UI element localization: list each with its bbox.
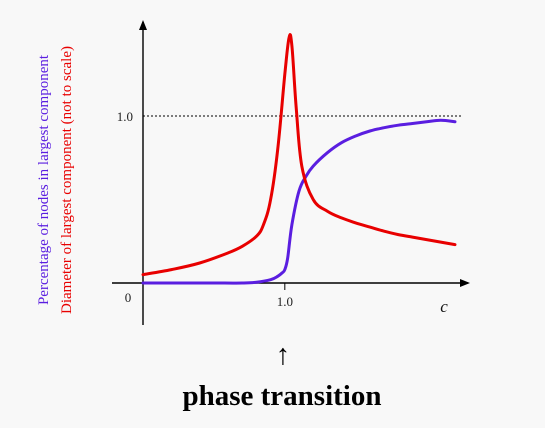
origin-label: 0 [125, 290, 132, 305]
x-axis-arrowhead [460, 279, 470, 287]
y-axis-label-diameter: Diameter of largest component (not to sc… [59, 46, 75, 314]
y-axis-arrowhead [139, 20, 147, 30]
series-line-diameter [141, 33, 457, 277]
phase-transition-arrow: ↑ [276, 339, 291, 371]
y-axis-label-giant-component: Percentage of nodes in largest component [36, 54, 52, 305]
x-axis-label: c [440, 297, 448, 316]
y-tick-label: 1.0 [117, 109, 133, 124]
x-tick-label: 1.0 [277, 294, 293, 309]
series-line-giant-component [141, 118, 457, 285]
phase-transition-caption: phase transition [182, 380, 381, 412]
